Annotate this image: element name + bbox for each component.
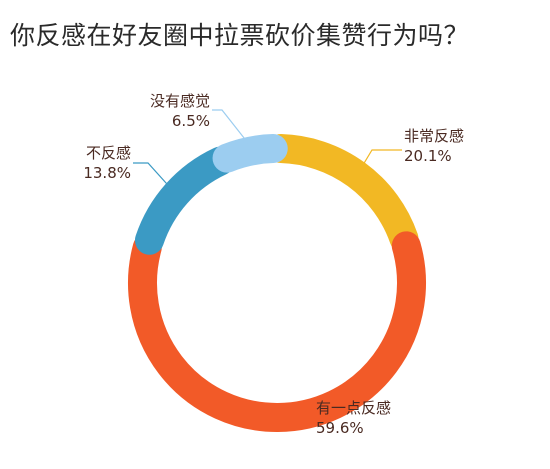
label-not-annoyed: 不反感 — [86, 144, 131, 162]
value-not-annoyed: 13.8% — [83, 164, 131, 182]
value-no-feeling: 6.5% — [172, 112, 210, 130]
leader-line-not-annoyed — [133, 162, 171, 189]
label-no-feeling: 没有感觉 — [150, 92, 210, 110]
chart-title: 你反感在好友圈中拉票砍价集赞行为吗？ — [10, 21, 470, 50]
slice-very-annoyed — [266, 134, 419, 254]
slice-no-feeling — [212, 134, 288, 173]
value-slightly-annoyed: 59.6% — [316, 419, 364, 437]
label-very-annoyed: 非常反感 — [404, 127, 464, 145]
leader-line-no-feeling — [212, 109, 249, 144]
leader-line-very-annoyed — [360, 149, 402, 168]
leader-line-slightly-annoyed — [277, 409, 314, 427]
slice-not-annoyed — [134, 146, 235, 255]
slice-slightly-annoyed — [128, 231, 426, 432]
label-slightly-annoyed: 有一点反感 — [316, 399, 391, 417]
value-very-annoyed: 20.1% — [404, 147, 452, 165]
